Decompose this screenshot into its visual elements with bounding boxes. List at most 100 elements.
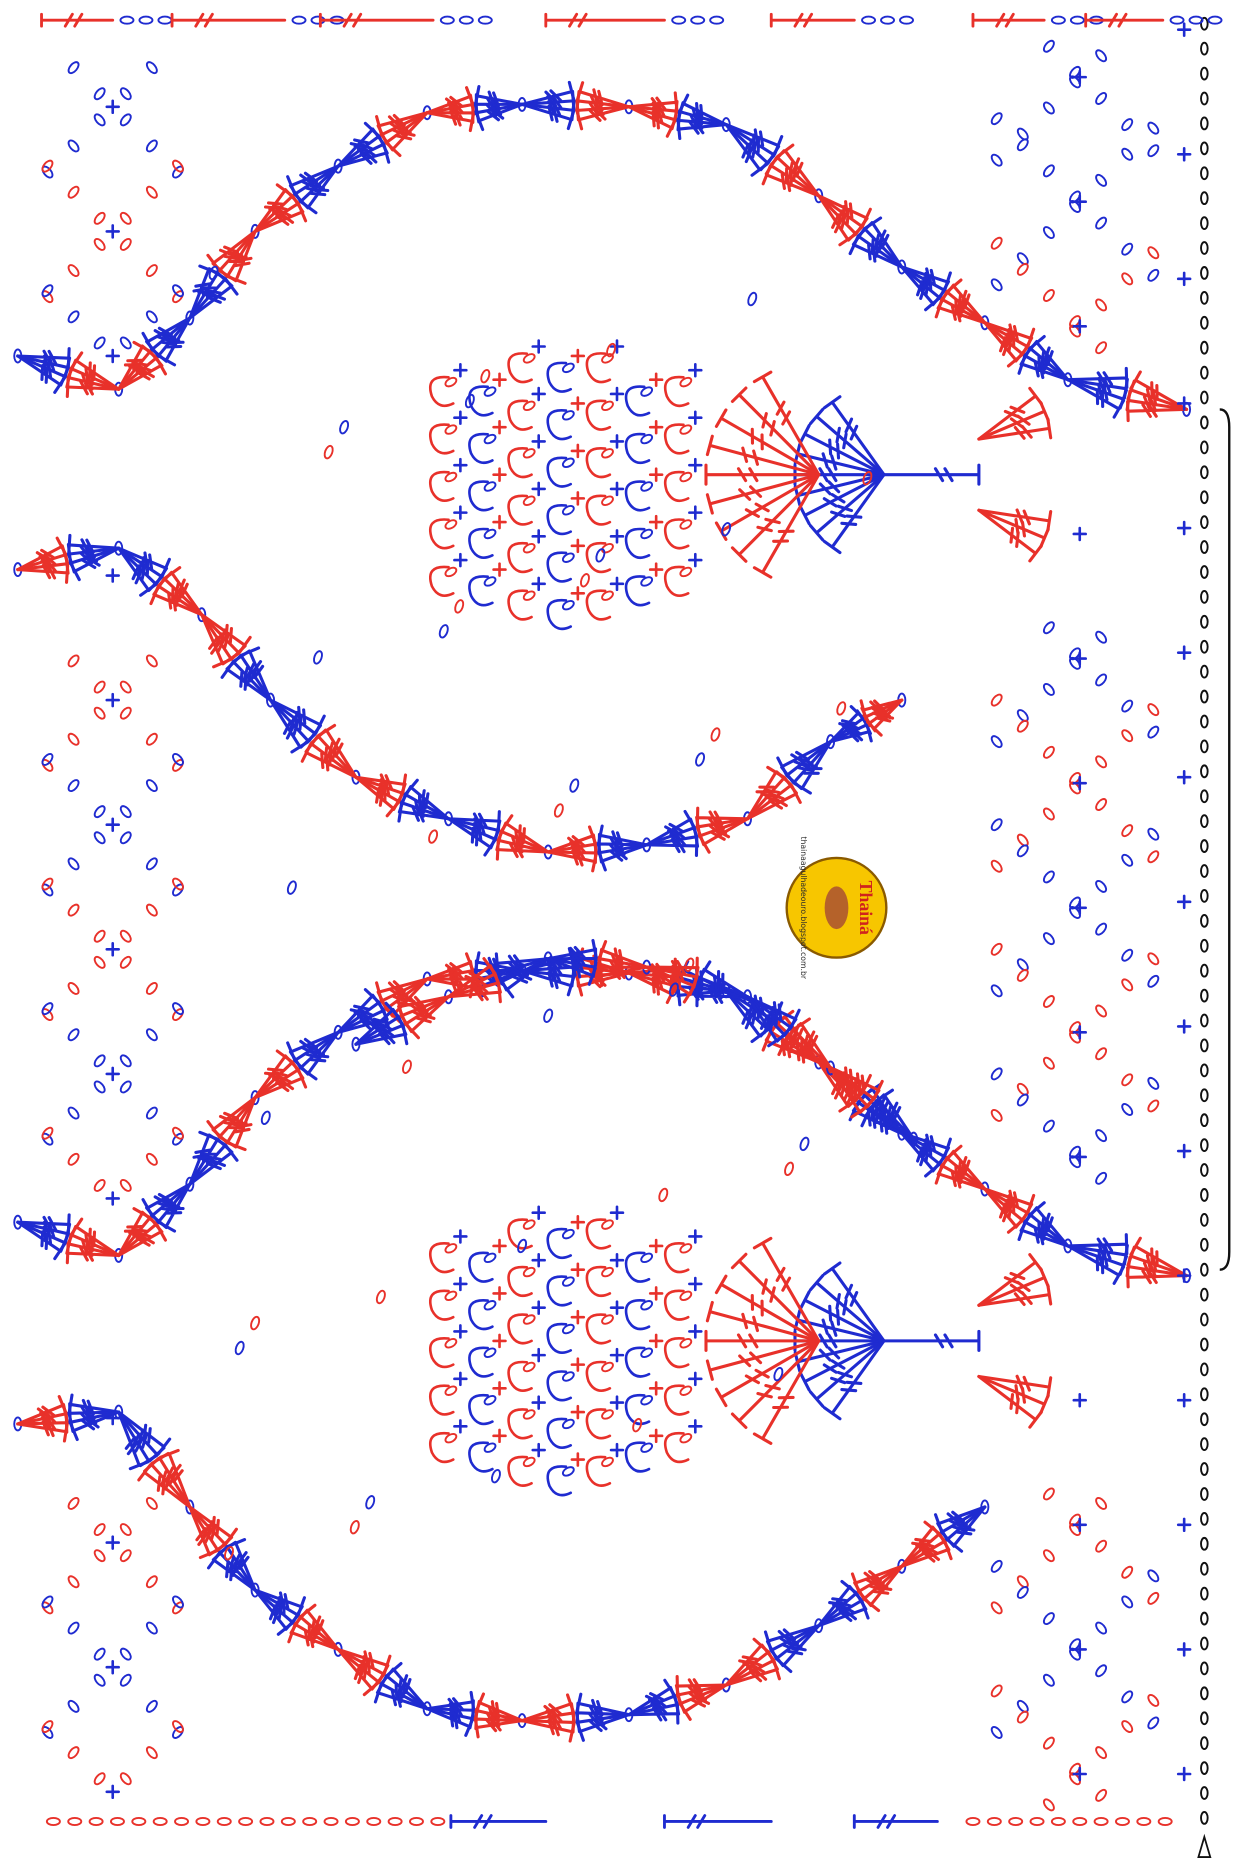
double-crochet bbox=[336, 1647, 381, 1697]
chain bbox=[93, 1673, 106, 1687]
single-crochet bbox=[1176, 645, 1192, 660]
double-crochet bbox=[117, 355, 168, 391]
chain bbox=[444, 566, 458, 578]
single-crochet bbox=[453, 1419, 468, 1434]
double-crochet bbox=[829, 1066, 870, 1119]
puff bbox=[468, 1251, 494, 1283]
chain bbox=[430, 1816, 446, 1826]
chain bbox=[601, 1361, 614, 1373]
chain bbox=[444, 471, 458, 483]
chain bbox=[1121, 242, 1134, 256]
chain bbox=[1200, 913, 1209, 928]
single-crochet bbox=[570, 491, 586, 506]
chain bbox=[679, 424, 693, 435]
chain bbox=[1147, 1591, 1160, 1605]
chain bbox=[1095, 1788, 1108, 1802]
single-crochet bbox=[531, 1252, 546, 1268]
puff bbox=[585, 1218, 612, 1250]
chain bbox=[41, 1595, 54, 1609]
double-crochet bbox=[705, 473, 821, 515]
double-crochet bbox=[206, 229, 257, 273]
single-crochet bbox=[1072, 1025, 1087, 1040]
chain bbox=[1069, 656, 1081, 670]
chain bbox=[1042, 1056, 1055, 1070]
chain bbox=[1147, 974, 1160, 988]
chain bbox=[1200, 1586, 1209, 1601]
double-crochet bbox=[1129, 1236, 1189, 1278]
chain bbox=[1200, 1038, 1209, 1053]
chain bbox=[313, 650, 323, 665]
chain bbox=[773, 1366, 784, 1382]
double-crochet bbox=[627, 971, 678, 1005]
double-crochet bbox=[822, 1339, 886, 1421]
chain bbox=[601, 542, 614, 554]
chain bbox=[483, 386, 497, 397]
double-crochet bbox=[206, 1096, 257, 1139]
chain bbox=[119, 706, 132, 720]
chain bbox=[640, 528, 654, 540]
chain bbox=[93, 706, 106, 720]
chain bbox=[601, 1314, 614, 1325]
chain bbox=[145, 857, 158, 871]
double-crochet bbox=[446, 981, 502, 1004]
chain bbox=[1095, 298, 1108, 312]
chain bbox=[260, 1110, 271, 1126]
double-crochet bbox=[977, 508, 1050, 549]
chain bbox=[1121, 118, 1134, 132]
chain bbox=[41, 1720, 54, 1733]
single-crochet bbox=[609, 339, 625, 354]
double-crochet bbox=[900, 1131, 942, 1178]
chain bbox=[1121, 853, 1134, 867]
puff bbox=[468, 575, 494, 607]
chain bbox=[1200, 1088, 1209, 1103]
chain bbox=[1069, 1523, 1081, 1537]
chain bbox=[1200, 91, 1209, 106]
double-crochet bbox=[396, 995, 451, 1018]
double-crochet bbox=[724, 1659, 781, 1687]
chain bbox=[1042, 101, 1055, 115]
puff bbox=[507, 1265, 533, 1298]
chain bbox=[595, 548, 606, 563]
chain bbox=[1093, 1816, 1109, 1826]
single-crochet bbox=[1072, 1149, 1087, 1165]
double-crochet bbox=[253, 201, 308, 233]
puff bbox=[546, 409, 573, 441]
single-crochet bbox=[648, 1286, 664, 1301]
double-crochet bbox=[714, 1274, 821, 1343]
chain bbox=[721, 522, 732, 537]
double-crochet bbox=[1066, 376, 1129, 400]
chain bbox=[640, 1347, 654, 1358]
single-crochet bbox=[105, 224, 120, 239]
chain bbox=[747, 291, 758, 307]
chain bbox=[1200, 565, 1209, 579]
double-crochet bbox=[1066, 366, 1129, 389]
puff bbox=[507, 352, 533, 384]
chain bbox=[1121, 948, 1134, 962]
chain bbox=[601, 1456, 614, 1468]
chain bbox=[1095, 879, 1108, 893]
single-crochet bbox=[531, 339, 546, 354]
single-crochet bbox=[453, 1276, 468, 1292]
single-crochet bbox=[531, 1395, 546, 1410]
chain bbox=[67, 61, 80, 75]
single-crochet bbox=[688, 1419, 703, 1434]
chain bbox=[266, 692, 276, 708]
chain bbox=[561, 1276, 575, 1287]
chain bbox=[491, 1468, 501, 1484]
chain bbox=[522, 542, 536, 554]
chain bbox=[145, 1028, 158, 1042]
chain bbox=[836, 701, 847, 716]
single-crochet bbox=[531, 434, 546, 449]
single-crochet bbox=[609, 1300, 625, 1315]
chain bbox=[41, 284, 54, 298]
chain bbox=[1200, 465, 1209, 480]
puff bbox=[546, 1227, 573, 1260]
chain bbox=[1095, 1664, 1108, 1678]
chain bbox=[1121, 147, 1134, 161]
chain bbox=[1042, 1549, 1055, 1563]
single-crochet bbox=[1072, 319, 1087, 334]
chain bbox=[899, 15, 914, 25]
single-crochet bbox=[609, 434, 625, 449]
chain bbox=[67, 779, 80, 792]
